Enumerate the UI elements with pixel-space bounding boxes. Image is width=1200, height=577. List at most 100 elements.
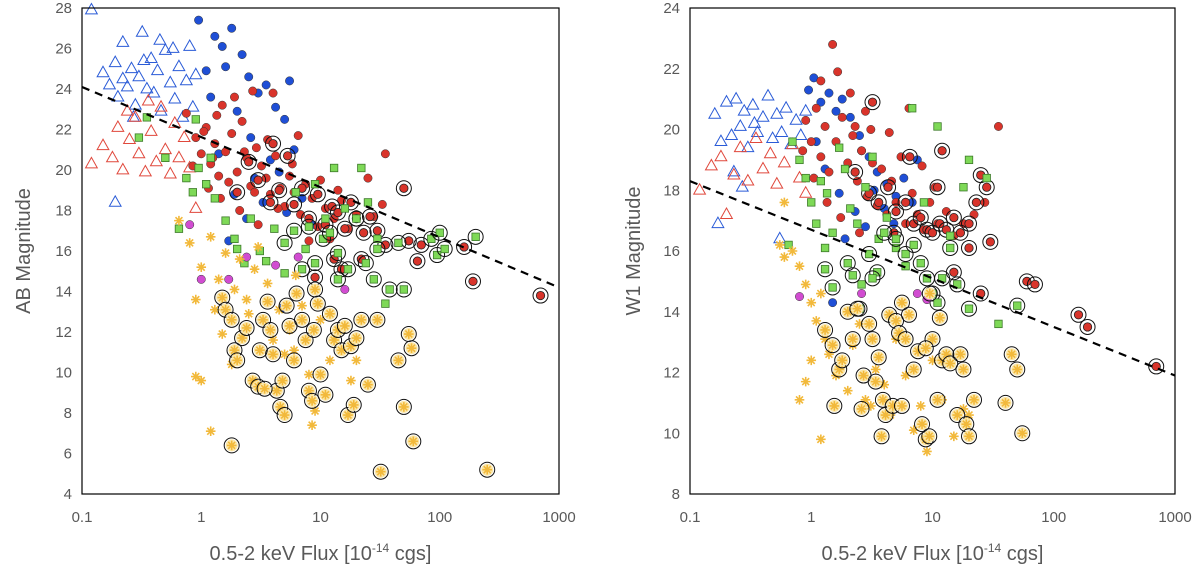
x-tick-label: 100 (1041, 509, 1066, 526)
red-triangle-point (84, 156, 99, 169)
green-square-point (182, 173, 191, 183)
blue-triangle-point (111, 89, 125, 102)
yellow-star-circled-point (893, 397, 910, 414)
yellow-star-point (900, 370, 911, 381)
yellow-star-circled-point (861, 315, 878, 332)
green-square-point (221, 216, 230, 225)
green-square-circled-point (897, 246, 914, 263)
yellow-star-circled-point (897, 331, 914, 348)
yellow-star-circled-point (307, 281, 324, 298)
yellow-star-point (908, 425, 919, 436)
yellow-star-point (315, 315, 326, 325)
left-trend-line (81, 85, 560, 289)
red-dot-circled-point (279, 147, 296, 164)
blue-triangle-point (182, 38, 197, 51)
y-tick-label: 26 (55, 41, 72, 58)
red-dot-circled-point (464, 273, 481, 290)
green-square-point (784, 240, 793, 250)
yellow-star-point (243, 308, 254, 319)
yellow-star-point (927, 355, 938, 366)
blue-dot-point (899, 173, 909, 183)
red-dot-circled-point (409, 253, 426, 270)
yellow-star-circled-point (921, 285, 938, 302)
red-triangle-point (741, 173, 755, 186)
red-dot-point (824, 167, 834, 177)
green-square-point (807, 198, 816, 207)
yellow-star-circled-point (955, 361, 972, 378)
y-tick-label: 18 (663, 182, 680, 199)
red-dot-circled-point (929, 179, 946, 196)
yellow-star-point (949, 431, 959, 442)
red-dot-point (845, 88, 855, 98)
red-triangle-point (111, 119, 125, 132)
red-dot-circled-point (945, 209, 962, 226)
blue-triangle-point (108, 194, 122, 207)
yellow-star-point (190, 294, 201, 305)
red-triangle-point (733, 140, 748, 153)
green-square-circled-point (839, 255, 856, 272)
red-dot-circled-point (262, 194, 279, 211)
yellow-star-circled-point (905, 361, 922, 378)
yellow-star-circled-point (336, 317, 353, 334)
y-tick-label: 14 (663, 304, 680, 321)
left-x-axis-title: 0.5-2 keV Flux [10-14 cgs] (210, 541, 432, 565)
red-triangle-point (749, 131, 763, 144)
green-square-point (191, 115, 200, 124)
yellow-star-point (205, 232, 216, 242)
yellow-star-circled-point (921, 428, 938, 445)
red-dot-circled-point (931, 215, 948, 232)
x-tick-label: 10 (312, 509, 329, 526)
yellow-star-point (794, 395, 805, 405)
red-triangle-point (756, 161, 770, 174)
yellow-star-circled-point (256, 380, 273, 397)
yellow-star-point (196, 262, 207, 272)
red-triangle-point (719, 207, 734, 219)
red-dot-point (250, 187, 260, 197)
blue-triangle-point: 8 10 12 14 16 18 20 22 24 (663, 0, 722, 503)
blue-triangle-point (126, 109, 141, 122)
yellow-star-circled-point (853, 400, 870, 417)
red-dot-point (235, 206, 245, 215)
yellow-star-point (794, 261, 805, 271)
yellow-star-circled-point (276, 407, 293, 424)
yellow-star-point (304, 369, 314, 380)
magenta-dot-point (795, 292, 804, 302)
yellow-star-circled-point (864, 331, 881, 348)
y-tick-label: 14 (55, 284, 72, 301)
red-dot-circled-point (265, 135, 282, 152)
red-dot-circled-point (968, 194, 985, 211)
red-triangle-point (116, 162, 130, 175)
red-triangle-point (96, 138, 110, 151)
green-square-circled-point (348, 210, 365, 227)
green-square-circled-point (300, 218, 317, 235)
blue-dot-point (834, 188, 844, 198)
green-square-point (246, 214, 255, 223)
red-dot-point (816, 152, 826, 162)
yellow-star-point (879, 379, 890, 390)
left-panel-ab-magnitude: 4 6 8 10 12 14 16 18 20 22 24 26 28 0.1 1 10 100 1000 AB … (13, 0, 576, 565)
x-tick-label: 0.1 (680, 509, 701, 526)
red-dot-point (181, 108, 191, 118)
blue-triangle-point (789, 112, 803, 125)
blue-triangle-point (102, 77, 117, 90)
green-square-circled-point (888, 230, 905, 247)
red-dot-circled-point (229, 184, 246, 201)
blue-triangle-point (189, 67, 203, 80)
red-dot-circled-point (897, 194, 914, 211)
x-tick-label: 1000 (542, 509, 575, 526)
yellow-star-circled-point (949, 407, 966, 424)
green-square-point (795, 155, 804, 165)
green-square-circled-point (276, 234, 293, 251)
red-dot-point (196, 149, 206, 159)
yellow-star-circled-point (278, 297, 295, 314)
green-square-point (801, 173, 810, 183)
red-triangle-point (120, 103, 135, 116)
y-tick-label: 20 (663, 122, 680, 139)
yellow-star-circled-point (274, 372, 291, 389)
blue-dot-point (194, 15, 204, 25)
yellow-star-circled-point (294, 311, 311, 328)
red-dot-point (801, 115, 811, 125)
blue-triangle-point (719, 94, 734, 107)
y-tick-label: 22 (55, 122, 72, 139)
red-dot-point (836, 213, 846, 223)
